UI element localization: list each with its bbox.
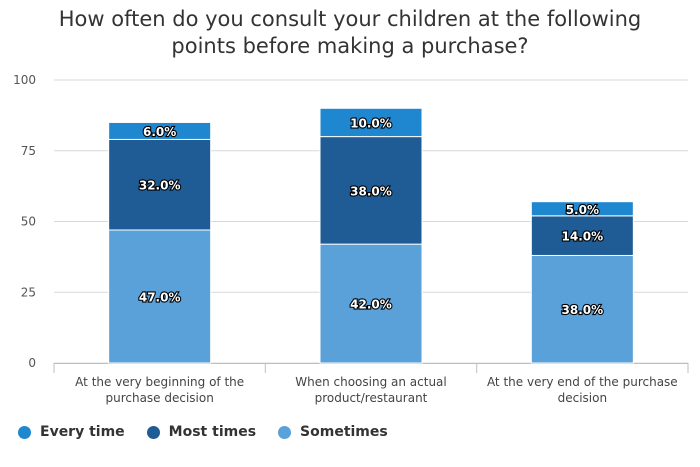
legend-swatch	[146, 425, 160, 439]
x-category-label: product/restaurant	[315, 391, 428, 405]
legend-label: Most times	[168, 424, 257, 440]
data-label: 38.0%	[562, 303, 604, 317]
bar-segment	[319, 107, 423, 138]
legend-item[interactable]: Every time	[18, 424, 125, 440]
bar-segment	[108, 138, 212, 231]
y-tick-label: 50	[21, 215, 36, 229]
data-label: 42.0%	[350, 298, 392, 312]
legend-swatch	[18, 425, 31, 439]
legend: Every time Most times Sometimes	[18, 424, 388, 440]
bar-segment	[108, 229, 212, 364]
chart-title: How often do you consult your children a…	[0, 6, 700, 60]
x-category-label: At the very end of the purchase	[487, 375, 678, 389]
bar-segment	[319, 243, 423, 364]
legend-item[interactable]: Sometimes	[278, 424, 388, 440]
data-label: 5.0%	[566, 203, 599, 217]
legend-label: Every time	[40, 424, 125, 440]
x-category-label: decision	[558, 391, 607, 405]
legend-label: Sometimes	[300, 424, 388, 440]
legend-item[interactable]: Most times	[146, 424, 257, 440]
y-tick-label: 25	[21, 285, 36, 299]
data-label: 32.0%	[139, 179, 181, 193]
bar-segment	[108, 121, 212, 140]
x-category-label: When choosing an actual	[295, 375, 447, 389]
y-tick-label: 100	[13, 73, 36, 87]
y-tick-label: 75	[21, 144, 36, 158]
legend-swatch	[278, 425, 292, 439]
data-label: 14.0%	[562, 230, 604, 244]
chart-title-line-1: How often do you consult your children a…	[58, 7, 642, 31]
data-label: 10.0%	[350, 116, 392, 130]
data-label: 38.0%	[350, 184, 392, 198]
data-label: 47.0%	[139, 290, 181, 304]
bar-segment	[530, 215, 634, 256]
y-tick-label: 0	[28, 356, 36, 370]
bar-segment	[319, 136, 423, 245]
bar-segment	[530, 254, 634, 364]
x-category-label: purchase decision	[105, 391, 213, 405]
chart-title-line-2: points before making a purchase?	[171, 34, 529, 58]
data-label: 6.0%	[143, 125, 176, 139]
x-category-label: At the very beginning of the	[75, 375, 244, 389]
bar-segment	[530, 201, 634, 217]
